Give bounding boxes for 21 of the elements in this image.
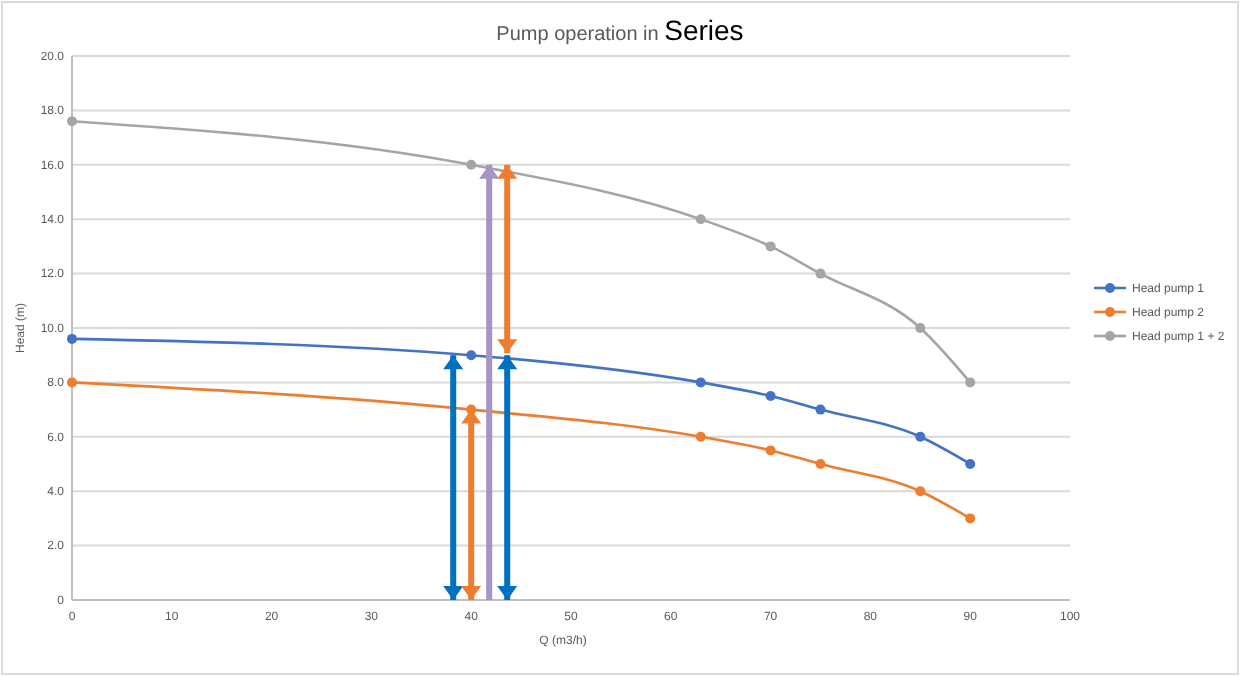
point xyxy=(765,445,776,456)
point xyxy=(965,377,976,388)
point xyxy=(815,404,826,415)
point xyxy=(915,486,926,497)
point xyxy=(965,459,976,469)
point xyxy=(815,459,826,469)
point xyxy=(965,513,976,524)
point xyxy=(915,431,926,442)
point xyxy=(915,323,926,333)
chart-title: Pump operation in Series xyxy=(496,14,744,46)
point xyxy=(765,241,776,252)
point xyxy=(695,377,706,388)
point xyxy=(67,116,77,127)
point xyxy=(815,268,826,279)
point xyxy=(67,377,77,388)
point xyxy=(466,350,477,361)
point xyxy=(695,214,706,225)
point xyxy=(67,333,77,344)
point xyxy=(765,391,776,401)
point xyxy=(466,159,477,170)
point xyxy=(695,431,706,442)
